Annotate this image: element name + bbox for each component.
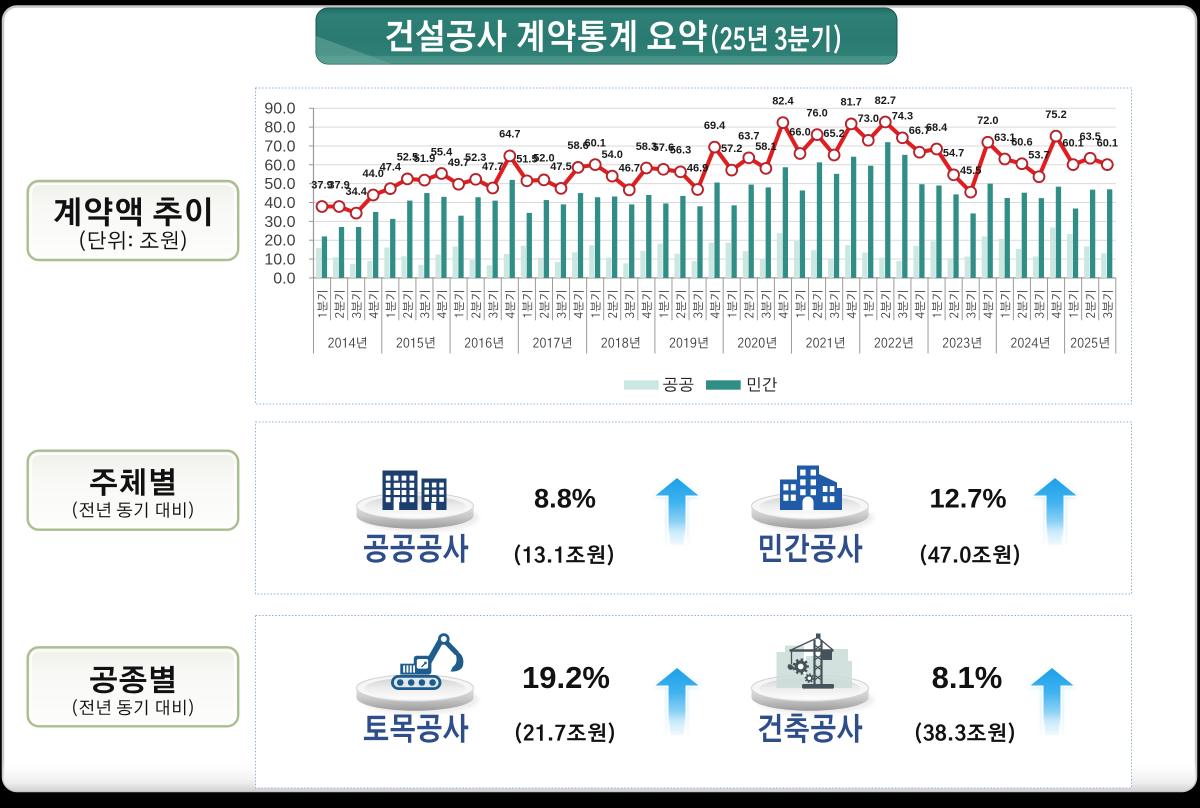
svg-text:69.4: 69.4	[704, 120, 726, 132]
svg-text:34.4: 34.4	[345, 186, 367, 198]
svg-text:51.9: 51.9	[414, 153, 435, 165]
svg-text:60.1: 60.1	[1097, 137, 1118, 149]
svg-text:75.2: 75.2	[1045, 109, 1066, 121]
svg-text:47.4: 47.4	[380, 161, 402, 173]
svg-text:74.3: 74.3	[892, 111, 913, 123]
svg-text:60.1: 60.1	[1062, 137, 1083, 149]
svg-text:70.0: 70.0	[264, 138, 295, 155]
svg-text:46.9: 46.9	[687, 162, 708, 174]
svg-text:44.0: 44.0	[362, 168, 383, 180]
svg-text:58.6: 58.6	[567, 140, 588, 152]
svg-text:50.0: 50.0	[264, 176, 295, 193]
svg-text:63.7: 63.7	[738, 131, 759, 143]
svg-text:47.7: 47.7	[482, 161, 503, 173]
svg-text:60.0: 60.0	[264, 157, 295, 174]
svg-text:20.0: 20.0	[264, 233, 295, 250]
svg-text:64.7: 64.7	[499, 129, 520, 141]
svg-text:63.1: 63.1	[994, 132, 1015, 144]
svg-text:47.5: 47.5	[550, 161, 571, 173]
svg-text:90.0: 90.0	[264, 101, 295, 118]
svg-text:51.5: 51.5	[516, 154, 537, 166]
svg-text:73.0: 73.0	[858, 113, 879, 125]
svg-text:80.0: 80.0	[264, 120, 295, 137]
svg-text:46.7: 46.7	[619, 163, 640, 175]
svg-text:8.1%: 8.1%	[932, 660, 1003, 695]
svg-text:56.3: 56.3	[670, 145, 691, 157]
svg-text:82.4: 82.4	[772, 95, 794, 107]
svg-text:8.8%: 8.8%	[534, 483, 596, 514]
svg-text:81.7: 81.7	[840, 97, 861, 109]
svg-text:37.9: 37.9	[328, 179, 349, 191]
svg-text:10.0: 10.0	[264, 252, 295, 269]
svg-text:66.0: 66.0	[789, 126, 810, 138]
svg-text:37.9: 37.9	[311, 179, 332, 191]
svg-text:57.2: 57.2	[721, 143, 742, 155]
svg-text:40.0: 40.0	[264, 195, 295, 212]
svg-text:52.3: 52.3	[465, 152, 486, 164]
svg-text:54.7: 54.7	[943, 148, 964, 160]
svg-text:72.0: 72.0	[977, 115, 998, 127]
svg-text:53.7: 53.7	[1028, 150, 1049, 162]
svg-text:52.0: 52.0	[533, 153, 554, 165]
svg-text:30.0: 30.0	[264, 214, 295, 231]
svg-text:60.1: 60.1	[584, 137, 605, 149]
svg-text:49.7: 49.7	[448, 157, 469, 169]
svg-text:65.2: 65.2	[823, 128, 844, 140]
svg-text:54.0: 54.0	[601, 149, 622, 161]
svg-text:76.0: 76.0	[806, 107, 827, 119]
svg-text:66.7: 66.7	[909, 125, 930, 137]
svg-text:45.5: 45.5	[960, 165, 981, 177]
svg-text:12.7%: 12.7%	[929, 483, 1006, 514]
svg-text:63.5: 63.5	[1079, 131, 1100, 143]
svg-text:52.5: 52.5	[397, 152, 418, 164]
svg-text:55.4: 55.4	[431, 146, 453, 158]
svg-text:57.6: 57.6	[653, 142, 674, 154]
svg-text:68.4: 68.4	[926, 122, 948, 134]
svg-text:58.3: 58.3	[636, 141, 657, 153]
svg-text:19.2%: 19.2%	[522, 660, 610, 695]
svg-text:60.6: 60.6	[1011, 137, 1032, 149]
svg-text:58.1: 58.1	[755, 141, 776, 153]
svg-text:82.7: 82.7	[875, 95, 896, 107]
svg-text:0.0: 0.0	[273, 270, 295, 287]
